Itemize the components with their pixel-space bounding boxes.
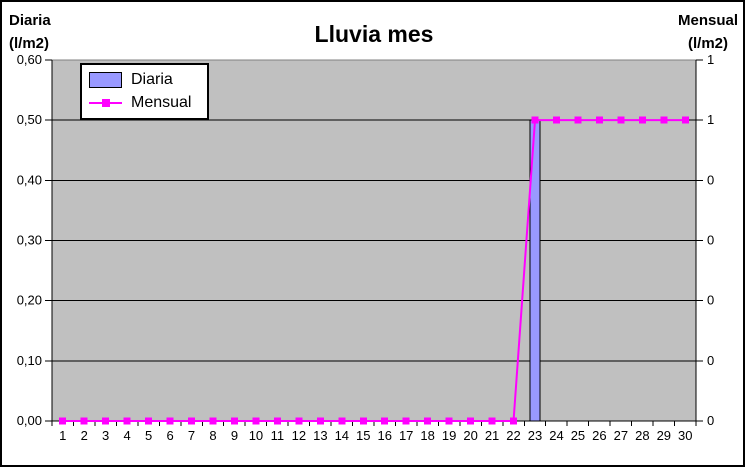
x-axis-label: 12 — [292, 428, 306, 443]
x-axis-label: 28 — [635, 428, 649, 443]
x-axis-label: 18 — [420, 428, 434, 443]
left-axis-title-line2: (l/m2) — [9, 35, 50, 52]
x-axis-label: 4 — [124, 428, 131, 443]
y-axis-label-left: 0,40 — [17, 172, 42, 187]
y-axis-label-right: 0 — [707, 413, 714, 428]
x-axis-label: 21 — [485, 428, 499, 443]
x-axis-label: 13 — [313, 428, 327, 443]
right-axis-title-line2: (l/m2) — [687, 35, 728, 52]
marker-mensual-day-7 — [188, 417, 196, 425]
y-axis-label-left: 0,30 — [17, 233, 42, 248]
y-axis-label-left: 0,20 — [17, 293, 42, 308]
y-axis-label-left: 0,00 — [17, 413, 42, 428]
marker-mensual-day-2 — [80, 417, 88, 425]
marker-mensual-day-14 — [338, 417, 346, 425]
x-axis-label: 26 — [592, 428, 606, 443]
line-swatch-marker — [102, 98, 110, 107]
chart-title: Lluvia mes — [314, 21, 434, 47]
x-axis-label: 6 — [166, 428, 173, 443]
marker-mensual-day-23 — [531, 116, 539, 124]
x-axis-label: 3 — [102, 428, 109, 443]
x-axis-label: 8 — [209, 428, 216, 443]
x-axis-label: 29 — [657, 428, 671, 443]
y-axis-label-right: 0 — [707, 172, 714, 187]
x-axis-label: 5 — [145, 428, 152, 443]
legend-label-diaria: Diaria — [131, 71, 173, 89]
marker-mensual-day-22 — [510, 417, 518, 425]
marker-mensual-day-6 — [166, 417, 174, 425]
left-axis-title: Diaria (l/m2) — [9, 9, 51, 55]
x-axis-label: 24 — [549, 428, 563, 443]
legend-item-mensual: Mensual — [89, 94, 207, 112]
marker-mensual-day-24 — [552, 116, 560, 124]
y-axis-label-right: 1 — [707, 52, 714, 67]
marker-mensual-day-19 — [445, 417, 453, 425]
legend-item-diaria: Diaria — [89, 71, 207, 89]
left-axis-title-line1: Diaria — [9, 12, 51, 29]
right-axis-title-line1: Mensual — [677, 12, 738, 29]
marker-mensual-day-12 — [295, 417, 303, 425]
x-axis-label: 30 — [678, 428, 692, 443]
legend: Diaria Mensual — [80, 63, 209, 120]
x-axis-label: 14 — [335, 428, 349, 443]
x-axis-label: 2 — [81, 428, 88, 443]
marker-mensual-day-30 — [681, 116, 689, 124]
x-axis-label: 25 — [571, 428, 585, 443]
x-axis-label: 10 — [249, 428, 263, 443]
y-axis-label-right: 0 — [707, 293, 714, 308]
x-axis-label: 19 — [442, 428, 456, 443]
right-axis-title: Mensual (l/m2) — [678, 9, 738, 55]
marker-mensual-day-17 — [402, 417, 410, 425]
legend-label-mensual: Mensual — [131, 93, 192, 111]
x-axis-label: 23 — [528, 428, 542, 443]
x-axis-label: 17 — [399, 428, 413, 443]
x-axis-label: 11 — [271, 428, 285, 443]
y-axis-label-right: 0 — [707, 233, 714, 248]
marker-mensual-day-18 — [424, 417, 432, 425]
marker-mensual-day-13 — [316, 417, 324, 425]
marker-mensual-day-15 — [359, 417, 367, 425]
marker-mensual-day-10 — [252, 417, 260, 425]
y-axis-label-left: 0,60 — [17, 52, 42, 67]
x-axis-label: 7 — [188, 428, 195, 443]
bar-swatch-icon — [89, 72, 122, 89]
line-marker-swatch-icon — [89, 98, 122, 107]
line-mensual — [62, 119, 686, 422]
marker-mensual-day-26 — [595, 116, 603, 124]
marker-mensual-day-3 — [102, 417, 110, 425]
marker-mensual-day-9 — [230, 417, 238, 425]
y-axis-label-left: 0,50 — [17, 112, 42, 127]
marker-mensual-day-29 — [660, 116, 668, 124]
y-axis-label-right: 0 — [707, 353, 714, 368]
x-axis-label: 16 — [377, 428, 391, 443]
marker-mensual-day-4 — [123, 417, 131, 425]
y-axis-label-right: 1 — [707, 112, 714, 127]
marker-mensual-day-8 — [209, 417, 217, 425]
marker-mensual-day-25 — [574, 116, 582, 124]
x-axis-label: 9 — [231, 428, 238, 443]
y-axis-label-left: 0,10 — [17, 353, 42, 368]
marker-mensual-day-27 — [617, 116, 625, 124]
x-axis-label: 1 — [59, 428, 66, 443]
marker-mensual-day-16 — [381, 417, 389, 425]
marker-mensual-day-11 — [273, 417, 281, 425]
x-axis-label: 27 — [614, 428, 628, 443]
marker-mensual-day-5 — [145, 417, 153, 425]
x-axis-label: 22 — [506, 428, 520, 443]
marker-mensual-day-1 — [59, 417, 67, 425]
marker-mensual-day-20 — [467, 417, 475, 425]
x-axis-label: 20 — [463, 428, 477, 443]
x-axis-label: 15 — [356, 428, 370, 443]
marker-mensual-day-28 — [638, 116, 646, 124]
marker-mensual-day-21 — [488, 417, 496, 425]
